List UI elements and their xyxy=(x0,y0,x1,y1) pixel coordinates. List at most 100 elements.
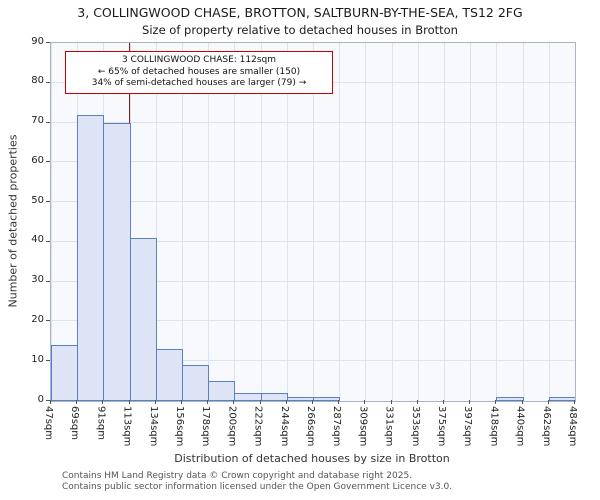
y-tick-label: 20 xyxy=(31,313,44,325)
x-tick-mark xyxy=(50,400,51,404)
y-tick-mark xyxy=(46,161,50,163)
histogram-bar xyxy=(77,114,105,401)
gridline xyxy=(51,43,52,401)
y-tick-label: 0 xyxy=(37,393,44,405)
x-tick-mark xyxy=(390,400,392,404)
y-tick-label: 40 xyxy=(31,234,44,246)
x-tick-mark xyxy=(259,400,261,404)
x-tick-label: 418sqm xyxy=(488,406,500,447)
y-tick-mark xyxy=(46,400,50,401)
histogram-bar xyxy=(496,397,524,401)
gridline xyxy=(444,43,445,401)
gridline xyxy=(286,43,288,401)
y-tick-label: 10 xyxy=(31,353,44,365)
histogram-bar xyxy=(182,365,210,401)
x-tick-mark xyxy=(233,400,235,404)
gridline xyxy=(575,43,576,401)
x-tick-mark xyxy=(443,400,444,404)
x-tick-mark xyxy=(128,400,130,404)
y-tick-mark xyxy=(46,81,50,83)
x-tick-mark xyxy=(154,400,156,404)
x-tick-mark xyxy=(364,400,366,404)
y-tick-label: 80 xyxy=(31,75,44,87)
y-tick-label: 30 xyxy=(31,274,44,286)
chart-title: 3, COLLINGWOOD CHASE, BROTTON, SALTBURN-… xyxy=(77,5,523,20)
x-tick-label: 47sqm xyxy=(43,406,54,441)
annotation-line-2: ← 65% of detached houses are smaller (15… xyxy=(97,66,301,77)
histogram-bar xyxy=(129,237,157,401)
gridline xyxy=(260,43,262,401)
gridline xyxy=(208,43,210,401)
x-tick-mark xyxy=(416,400,418,404)
gridline xyxy=(339,43,341,401)
x-tick-label: 397sqm xyxy=(462,406,474,447)
y-tick-mark xyxy=(46,201,50,203)
x-tick-label: 287sqm xyxy=(331,406,343,447)
annotation-line-1: 3 COLLINGWOOD CHASE: 112sqm xyxy=(121,55,277,65)
gridline xyxy=(470,43,472,401)
x-tick-mark xyxy=(181,400,182,404)
x-tick-mark xyxy=(338,400,340,404)
chart-subtitle: Size of property relative to detached ho… xyxy=(142,23,458,37)
gridline xyxy=(391,43,393,401)
gridline xyxy=(365,43,367,401)
x-tick-mark xyxy=(469,400,471,404)
y-tick-label: 70 xyxy=(31,115,44,127)
x-tick-label: 462sqm xyxy=(540,406,552,447)
histogram-bar xyxy=(313,397,341,401)
x-tick-mark xyxy=(76,400,78,404)
y-tick-label: 90 xyxy=(31,35,44,47)
y-tick-label: 60 xyxy=(31,154,44,166)
y-tick-label: 50 xyxy=(31,194,44,206)
x-tick-mark xyxy=(495,400,497,404)
x-tick-label: 331sqm xyxy=(383,406,395,447)
gridline xyxy=(548,43,550,401)
x-tick-label: 91sqm xyxy=(95,406,107,441)
x-tick-mark xyxy=(102,400,104,404)
histogram-bar xyxy=(51,345,79,401)
histogram-bar xyxy=(103,122,131,401)
y-tick-mark xyxy=(46,360,50,362)
y-tick-mark xyxy=(46,240,50,242)
x-tick-label: 440sqm xyxy=(514,406,526,447)
y-tick-mark xyxy=(46,121,50,123)
x-tick-label: 178sqm xyxy=(200,406,212,447)
gridline xyxy=(182,43,183,401)
x-tick-label: 69sqm xyxy=(69,406,81,441)
x-tick-label: 353sqm xyxy=(409,406,421,447)
x-tick-label: 134sqm xyxy=(147,406,159,447)
y-tick-mark xyxy=(46,280,50,282)
x-tick-mark xyxy=(285,400,287,404)
footer-attribution-1: Contains HM Land Registry data © Crown c… xyxy=(62,471,413,481)
y-tick-mark xyxy=(46,320,50,322)
x-tick-label: 200sqm xyxy=(226,406,238,447)
plot-area: 3 COLLINGWOOD CHASE: 112sqm ← 65% of det… xyxy=(50,42,576,402)
x-tick-mark xyxy=(312,400,313,404)
histogram-bar xyxy=(208,381,236,401)
footer-attribution-2: Contains public sector information licen… xyxy=(62,482,453,492)
x-tick-label: 375sqm xyxy=(436,406,447,447)
gridline xyxy=(522,43,524,401)
histogram-bar xyxy=(548,397,575,401)
property-annotation-box: 3 COLLINGWOOD CHASE: 112sqm ← 65% of det… xyxy=(65,51,333,95)
x-tick-label: 484sqm xyxy=(567,406,578,447)
histogram-bar xyxy=(260,393,288,401)
gridline xyxy=(496,43,498,401)
x-tick-label: 156sqm xyxy=(174,406,185,447)
gridline xyxy=(155,43,157,401)
x-tick-mark xyxy=(574,400,575,404)
histogram-bar xyxy=(234,393,262,401)
x-tick-label: 113sqm xyxy=(121,406,133,447)
x-tick-label: 266sqm xyxy=(305,406,316,447)
annotation-line-3: 34% of semi-detached houses are larger (… xyxy=(91,78,307,89)
y-tick-mark xyxy=(46,42,50,43)
gridline xyxy=(417,43,419,401)
gridline xyxy=(234,43,236,401)
x-tick-mark xyxy=(207,400,209,404)
x-tick-label: 309sqm xyxy=(357,406,369,447)
histogram-bar xyxy=(286,397,314,401)
gridline xyxy=(313,43,314,401)
x-tick-label: 244sqm xyxy=(278,406,290,447)
x-tick-label: 222sqm xyxy=(252,406,264,447)
